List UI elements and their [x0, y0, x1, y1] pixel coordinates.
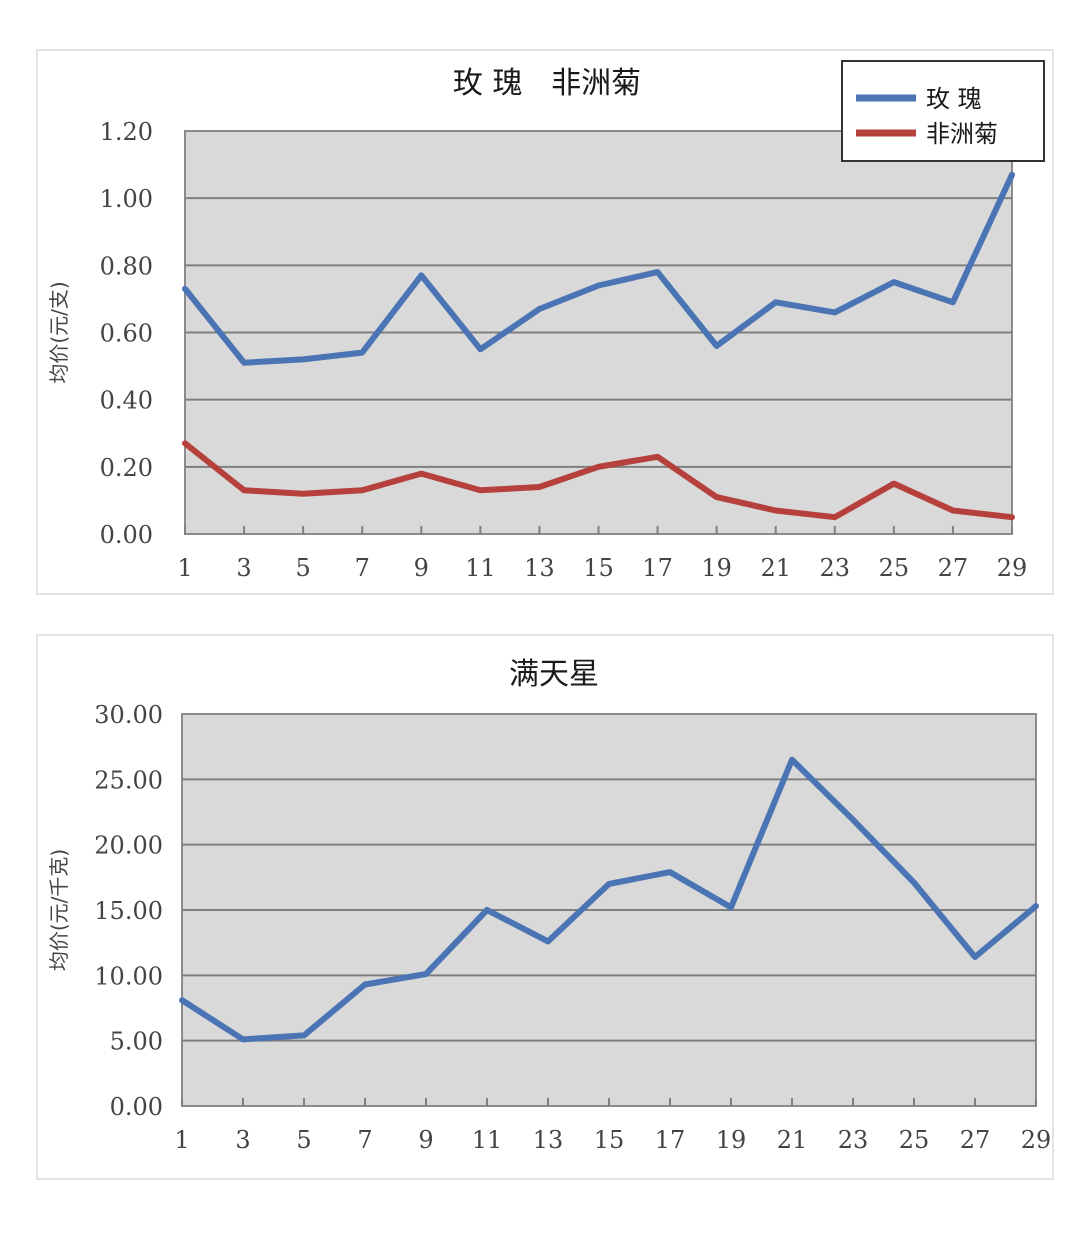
- x-tick-label: 25: [879, 554, 910, 582]
- legend-label-0: 玫 瑰: [926, 85, 982, 113]
- x-tick-label: 27: [960, 1126, 991, 1154]
- y-tick-label: 1.00: [100, 185, 153, 213]
- y-tick-label: 0.60: [100, 320, 153, 348]
- y-axis-label: 均价(元/千克): [47, 849, 71, 971]
- x-tick-label: 7: [355, 554, 370, 582]
- y-tick-label: 0.40: [100, 387, 153, 415]
- x-tick-label: 13: [524, 554, 555, 582]
- series-line-1: [182, 440, 1015, 521]
- y-axis-label: 均价(元/支): [47, 281, 71, 383]
- y-tick-label: 30.00: [94, 701, 163, 729]
- chart-title: 玫 瑰 非洲菊: [453, 66, 641, 101]
- x-tick-label: 15: [583, 554, 614, 582]
- x-tick-label: 11: [472, 1126, 503, 1154]
- chart-title: 满天星: [509, 657, 599, 692]
- x-tick-label: 19: [701, 554, 732, 582]
- x-tick-label: 11: [465, 554, 496, 582]
- x-tick-label: 23: [820, 554, 851, 582]
- y-tick-label: 0.00: [100, 521, 153, 549]
- x-tick-label: 9: [414, 554, 429, 582]
- x-tick-label: 1: [177, 554, 192, 582]
- y-tick-label: 0.00: [110, 1093, 163, 1121]
- x-tick-label: 23: [838, 1126, 869, 1154]
- series-line-0: [182, 171, 1015, 366]
- x-tick-label: 3: [236, 554, 251, 582]
- x-tick-label: 7: [357, 1126, 372, 1154]
- y-tick-label: 20.00: [94, 832, 163, 860]
- x-tick-label: 29: [1021, 1126, 1052, 1154]
- y-tick-label: 15.00: [94, 897, 163, 925]
- legend-label-1: 非洲菊: [926, 120, 998, 148]
- y-tick-label: 10.00: [94, 962, 163, 990]
- y-tick-label: 25.00: [94, 766, 163, 794]
- x-tick-label: 15: [594, 1126, 625, 1154]
- y-tick-label: 0.80: [100, 252, 153, 280]
- x-tick-label: 1: [174, 1126, 189, 1154]
- y-tick-label: 5.00: [110, 1028, 163, 1056]
- x-tick-label: 19: [716, 1126, 747, 1154]
- x-tick-label: 17: [655, 1126, 686, 1154]
- y-tick-label: 0.20: [100, 454, 153, 482]
- x-tick-label: 21: [777, 1126, 808, 1154]
- x-tick-label: 25: [899, 1126, 930, 1154]
- chart-panel-gypsophila: 满天星 0.00 5.00 10.00 15.00 20.00 25.00 30.00 1 3 5 7…: [36, 634, 1054, 1180]
- y-tick-label: 1.20: [100, 118, 153, 146]
- x-tick-label: 29: [997, 554, 1028, 582]
- x-tick-label: 9: [418, 1126, 433, 1154]
- series-line-0: [179, 756, 1039, 1043]
- x-tick-label: 27: [938, 554, 969, 582]
- x-tick-label: 13: [533, 1126, 564, 1154]
- x-tick-label: 5: [296, 1126, 311, 1154]
- x-tick-label: 17: [642, 554, 673, 582]
- x-tick-label: 3: [235, 1126, 250, 1154]
- chart-panel-rose-gerbera: 玫 瑰 非洲菊 0.00 0.20 0.40 0.60 0.80 1.00 1.20 1 3 5 7 9…: [36, 49, 1054, 595]
- x-tick-label: 5: [296, 554, 311, 582]
- x-tick-label: 21: [760, 554, 791, 582]
